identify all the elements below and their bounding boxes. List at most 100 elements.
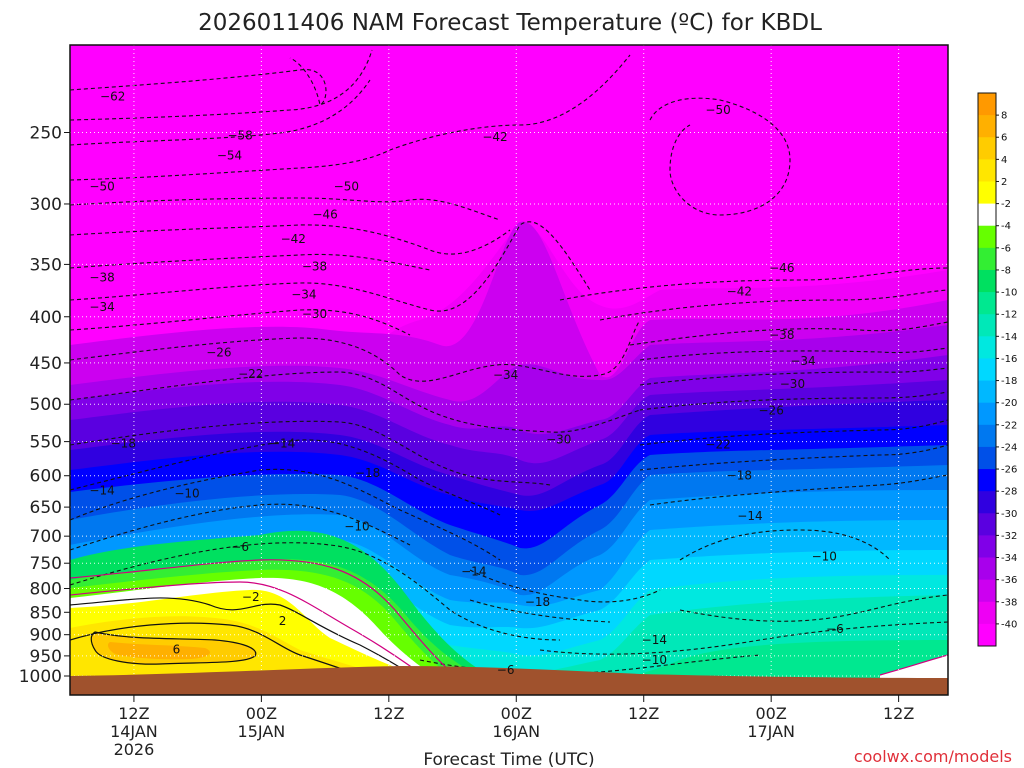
colorbar-label: 6 [1001, 133, 1007, 144]
colorbar-label: 4 [1001, 155, 1007, 166]
isotherm-label: −50 [705, 103, 730, 117]
colorbar-swatch [978, 491, 996, 514]
plot-area: −62−58−54−50 −50−46−42−42−38−38−34−34−30−… [70, 45, 948, 695]
isotherm-label: −18 [525, 595, 550, 609]
chart-title: 2026011406 NAM Forecast Temperature (ºC)… [198, 10, 822, 36]
y-tick-label: 600 [30, 467, 62, 487]
colorbar-swatch [978, 137, 996, 160]
y-tick-label: 950 [30, 647, 62, 667]
isotherm-label: −58 [227, 129, 252, 143]
colorbar-label: -4 [1001, 221, 1011, 232]
isotherm-label: −22 [705, 437, 730, 451]
isotherm-label: −42 [281, 232, 306, 246]
colorbar-swatch [978, 446, 996, 470]
isotherm-label: −42 [482, 130, 507, 144]
isotherm-label: −50 [334, 180, 359, 194]
colorbar-label: -24 [1001, 442, 1017, 453]
isotherm-label: −14 [461, 564, 486, 578]
isotherm-label: −18 [355, 466, 380, 480]
x-tick-label: 00Z [501, 704, 532, 723]
isotherm-label: −6 [231, 540, 249, 554]
x-tick-year: 2026 [114, 740, 155, 759]
colorbar-swatch [978, 424, 996, 448]
x-tick-label: 12Z [883, 704, 914, 723]
colorbar-label: -36 [1001, 575, 1017, 586]
x-axis-label: Forecast Time (UTC) [423, 750, 594, 768]
colorbar-swatch [978, 336, 996, 359]
y-tick-label: 800 [30, 580, 62, 600]
isotherm-label: −38 [302, 260, 327, 274]
y-tick-label: 1000 [19, 667, 62, 687]
colorbar-swatch [978, 269, 996, 293]
isotherm-label: −2 [242, 590, 260, 604]
y-tick-label: 500 [30, 395, 62, 415]
colorbar-swatch [978, 247, 996, 271]
colorbar-label: -16 [1001, 354, 1017, 365]
colorbar-swatch [978, 225, 996, 249]
colorbar-label: 8 [1001, 111, 1007, 122]
y-tick-label: 400 [30, 308, 62, 328]
y-tick-label: 550 [30, 433, 62, 453]
x-tick-label: 00Z [756, 704, 787, 723]
isotherm-label: −46 [312, 207, 337, 221]
isotherm-label: −10 [812, 549, 837, 563]
colorbar-label: -6 [1001, 243, 1011, 254]
colorbar-label: -14 [1001, 332, 1017, 343]
colorbar-label: -40 [1001, 619, 1017, 630]
isotherm-label: −14 [642, 633, 667, 647]
isotherm-label: −30 [302, 307, 327, 321]
colorbar-swatch [978, 380, 996, 404]
y-tick-label: 900 [30, 626, 62, 646]
isotherm-label: −46 [769, 261, 794, 275]
isotherm-label: −50 [89, 180, 114, 194]
isotherm-lines [70, 49, 948, 688]
isotherm-label: 2 [279, 614, 287, 628]
isotherm-label: −34 [89, 300, 114, 314]
colorbar-label: -38 [1001, 597, 1017, 608]
isotherm-label: −62 [100, 89, 125, 103]
x-tick-day: 16JAN [492, 722, 540, 741]
colorbar-swatch [978, 93, 996, 116]
colorbar-label: -34 [1001, 553, 1017, 564]
colorbar-swatch [978, 292, 996, 315]
colorbar-swatch [978, 623, 996, 647]
isotherm-label: −6 [826, 622, 844, 636]
isotherm-labels: −62−58−54−50 −50−46−42−42−38−38−34−34−30−… [89, 89, 843, 677]
colorbar-swatch [978, 513, 996, 536]
isotherm-label: −6 [497, 663, 515, 677]
colorbar-swatch [978, 579, 996, 603]
colorbar-swatch [978, 314, 996, 337]
isotherm-label: −34 [291, 288, 316, 302]
isotherm-label: −30 [546, 432, 571, 446]
colorbar-label: -10 [1001, 288, 1017, 299]
grid-lines [70, 45, 948, 695]
colorbar-swatch [978, 535, 996, 558]
x-tick-label: 12Z [373, 704, 404, 723]
colorbar-label: -2 [1001, 199, 1011, 210]
colorbar-label: -30 [1001, 509, 1017, 520]
y-tick-label: 750 [30, 554, 62, 574]
credit-text: coolwx.com/models [854, 747, 1012, 766]
x-tick-label: 12Z [628, 704, 659, 723]
x-tick-label: 12Z [118, 704, 149, 723]
isotherm-label: −38 [89, 271, 114, 285]
isotherm-label: −54 [217, 148, 242, 162]
colorbar-swatch [978, 601, 996, 625]
colorbar-label: -20 [1001, 398, 1017, 409]
isotherm-label: −34 [493, 368, 518, 382]
x-tick-day: 15JAN [238, 722, 286, 741]
colorbar-swatch [978, 115, 996, 138]
ground-surface [70, 666, 948, 695]
isotherm-label: −14 [270, 437, 295, 451]
y-tick-label: 300 [30, 195, 62, 215]
isotherm-label: 6 [173, 643, 181, 657]
isotherm-label: −14 [737, 509, 762, 523]
plot-border [69, 44, 949, 696]
isotherm-label: −34 [790, 354, 815, 368]
y-tick-label: 350 [30, 255, 62, 275]
isotherm-label: −10 [642, 653, 667, 667]
y-tick-label: 650 [30, 498, 62, 518]
colorbar-swatch [978, 469, 996, 492]
